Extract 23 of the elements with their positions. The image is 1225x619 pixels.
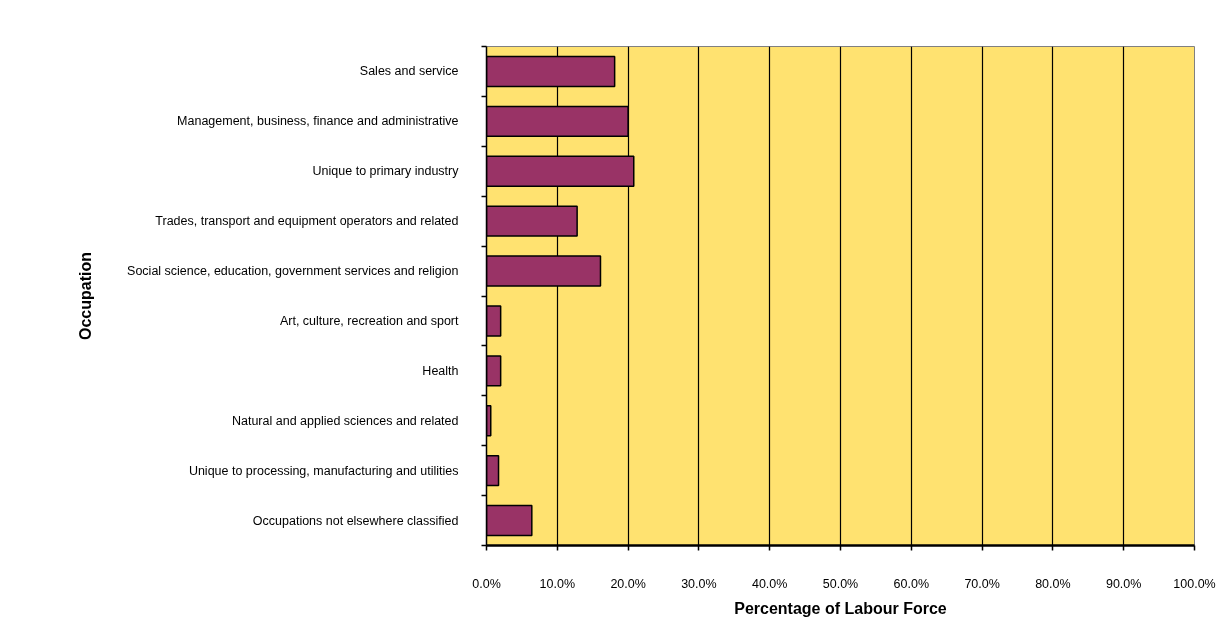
y-tick-label: Natural and applied sciences and related	[231, 413, 459, 428]
y-tick-label: Trades, transport and equipment operators and related	[155, 214, 459, 229]
y-tick-label: Unique to processing, manufacturing and utilities	[188, 463, 459, 478]
y-tick-label: Health	[422, 363, 459, 378]
x-tick-label: 40.0%	[751, 576, 788, 591]
x-tick-label: 10.0%	[539, 576, 576, 591]
x-axis-title: Percentage of Labour Force	[734, 599, 947, 617]
y-tick-label: Art, culture, recreation and sport	[279, 313, 460, 328]
x-tick-label: 0.0%	[472, 576, 501, 591]
x-tick-label: 60.0%	[893, 576, 930, 591]
x-tick-label: 20.0%	[610, 576, 646, 591]
x-tick-label: 90.0%	[1105, 576, 1142, 591]
y-axis-title: Occupation	[77, 251, 95, 340]
x-tick-label: 100.0%	[1173, 576, 1216, 591]
x-tick-label: 30.0%	[681, 576, 717, 591]
x-tick-label: 80.0%	[1035, 576, 1071, 591]
y-tick-label: Unique to primary industry	[312, 164, 460, 179]
y-tick-label: Social science, education, government services and religion	[127, 264, 459, 279]
y-tick-label: Sales and service	[359, 64, 459, 79]
y-tick-label: Management, business, finance and administrative	[177, 114, 459, 129]
x-tick-label: 70.0%	[964, 576, 1000, 591]
y-tick-label: Occupations not elsewhere classified	[252, 513, 459, 528]
x-tick-label: 50.0%	[822, 576, 859, 591]
